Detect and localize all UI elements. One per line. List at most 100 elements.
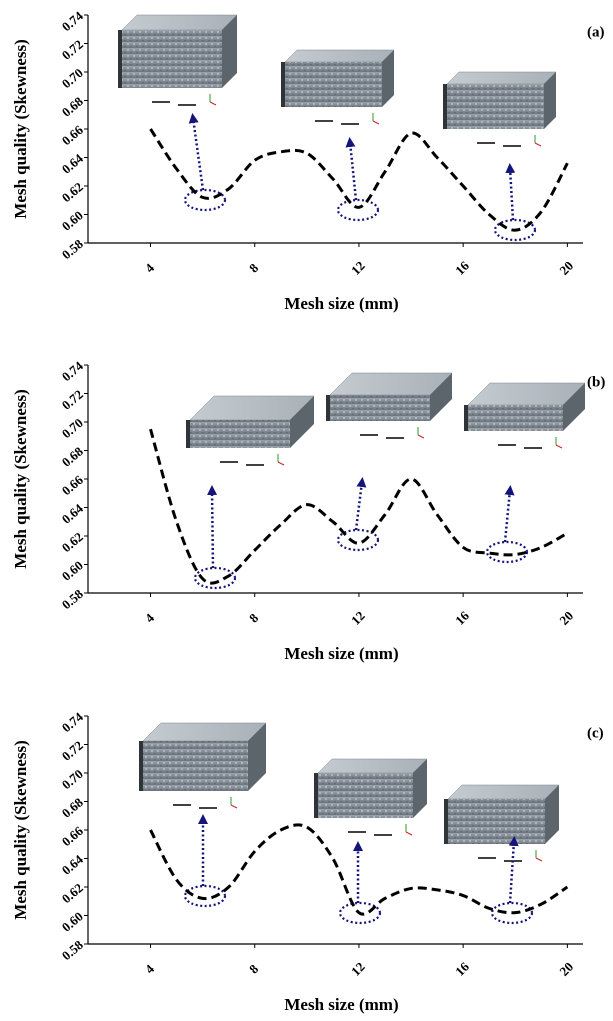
arrow xyxy=(207,485,218,569)
block-side xyxy=(248,723,266,791)
triad xyxy=(372,120,380,125)
highlight-ellipse xyxy=(336,528,380,552)
block-end xyxy=(464,405,468,431)
y-tick-label: 0.68 xyxy=(59,93,86,119)
block-front xyxy=(330,395,430,421)
y-tick-label: 0.70 xyxy=(59,65,86,91)
data-line xyxy=(149,128,569,232)
data-line xyxy=(149,428,569,585)
x-tick-label: 12 xyxy=(348,959,368,979)
block-top xyxy=(317,758,428,774)
panel: 0.580.60 0.62 0.640.66 0.680.700.72 0.74 4 8 12… xyxy=(11,709,604,1014)
y-tick-label: 0.74 xyxy=(59,8,86,34)
x-tick-label: 8 xyxy=(246,610,262,626)
x-tick-label: 8 xyxy=(246,961,262,977)
x-tick-label: 12 xyxy=(348,608,368,628)
block-front xyxy=(285,62,382,107)
block-side xyxy=(430,373,452,421)
block-end xyxy=(118,30,122,88)
y-tick-label: 0.70 xyxy=(59,415,86,441)
highlight-ellipse xyxy=(493,218,537,242)
x-axis-label: Mesh size (mm) xyxy=(284,644,398,663)
block-front xyxy=(447,84,544,129)
block-side xyxy=(544,72,556,129)
panel-label: (c) xyxy=(587,725,604,741)
block-top xyxy=(446,71,557,85)
highlight-ellipse xyxy=(193,566,237,590)
y-tick-label: 0.68 xyxy=(59,794,86,820)
y-tick-label: 0.72 xyxy=(59,738,86,764)
block-side xyxy=(290,396,314,448)
y-tick-label: 0.72 xyxy=(59,387,86,413)
y-tick-label: 0.74 xyxy=(59,709,86,735)
arrow xyxy=(354,477,367,531)
block-top xyxy=(447,784,560,800)
y-tick-label: 0.60 xyxy=(59,909,86,935)
y-tick-label: 0.62 xyxy=(59,880,86,906)
triad xyxy=(535,857,543,862)
x-tick-label: 12 xyxy=(348,258,368,278)
block-side xyxy=(382,50,394,107)
triad xyxy=(417,434,425,439)
y-tick-label: 0.58 xyxy=(59,937,86,963)
x-tick-label: 20 xyxy=(556,959,576,979)
highlight-ellipse xyxy=(183,188,227,212)
y-tick-label: 0.58 xyxy=(59,236,86,262)
panel-label: (a) xyxy=(587,24,605,40)
y-tick-label: 0.70 xyxy=(59,766,86,792)
block-side xyxy=(222,15,237,88)
y-axis-label: Mesh quality (Skewness) xyxy=(11,740,30,919)
block-end xyxy=(444,799,448,844)
triad xyxy=(555,444,563,449)
x-axis-label: Mesh size (mm) xyxy=(284,294,398,313)
triad xyxy=(230,804,238,809)
highlight-ellipse xyxy=(183,884,227,908)
y-tick-label: 0.64 xyxy=(59,150,86,176)
triad xyxy=(209,101,217,106)
triad xyxy=(277,461,285,466)
arrow xyxy=(508,836,519,904)
x-axis-label: Mesh size (mm) xyxy=(284,995,398,1014)
block-front xyxy=(143,741,248,791)
y-tick-label: 0.66 xyxy=(59,122,86,148)
block-side xyxy=(545,785,559,844)
x-tick-label: 8 xyxy=(246,260,262,276)
x-tick-label: 16 xyxy=(452,959,472,979)
block-top xyxy=(284,49,395,63)
y-tick-label: 0.58 xyxy=(59,586,86,612)
y-tick-label: 0.66 xyxy=(59,823,86,849)
triad xyxy=(534,142,542,147)
y-tick-label: 0.64 xyxy=(59,500,86,526)
y-tick-label: 0.62 xyxy=(59,179,86,205)
x-tick-label: 20 xyxy=(556,608,576,628)
x-tick-label: 16 xyxy=(452,608,472,628)
block-side xyxy=(413,759,427,818)
block-end xyxy=(314,773,318,818)
y-axis-label: Mesh quality (Skewness) xyxy=(11,39,30,218)
block-front xyxy=(448,799,545,844)
block-front xyxy=(190,420,290,448)
y-tick-label: 0.66 xyxy=(59,472,86,498)
data-line xyxy=(149,823,569,916)
y-tick-label: 0.68 xyxy=(59,443,86,469)
panel: 0.580.60 0.62 0.640.66 0.680.700.72 0.74 4 8 12… xyxy=(11,8,605,313)
y-axis-label: Mesh quality (Skewness) xyxy=(11,389,30,568)
highlight-ellipse xyxy=(336,198,380,222)
y-tick-label: 0.64 xyxy=(59,851,86,877)
highlight-ellipse xyxy=(338,901,382,925)
x-tick-label: 20 xyxy=(556,258,576,278)
highlight-ellipse xyxy=(485,540,529,564)
block-end xyxy=(281,62,285,107)
panel: 0.580.60 0.62 0.640.66 0.680.700.72 0.74 4 8 12… xyxy=(11,358,605,663)
arrow xyxy=(505,163,516,221)
x-tick-label: 16 xyxy=(452,258,472,278)
arrow xyxy=(188,113,205,191)
block-end xyxy=(443,84,447,129)
block-front xyxy=(318,773,413,818)
arrow xyxy=(345,137,358,201)
block-end xyxy=(186,420,190,448)
arrow xyxy=(503,485,515,543)
block-top xyxy=(142,722,267,742)
block-top xyxy=(121,14,238,31)
